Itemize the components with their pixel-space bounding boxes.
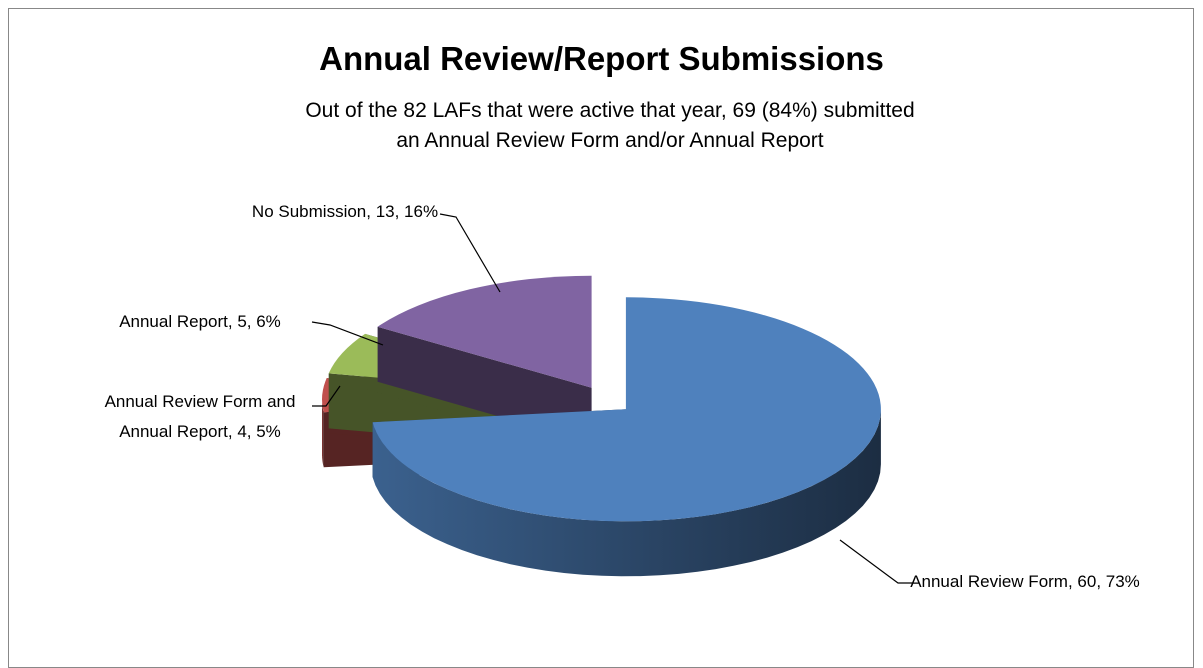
slice <box>377 275 592 388</box>
leader-lines <box>311 213 913 584</box>
leader-line <box>312 385 341 407</box>
data-label: Annual Review Form and Annual Report, 4,… <box>104 392 296 441</box>
pie <box>322 275 881 577</box>
data-label: Annual Review Form, 60, 73% <box>910 572 1140 591</box>
slice-side <box>322 399 324 468</box>
leader-line <box>311 321 384 346</box>
data-label: No Submission, 13, 16% <box>251 202 439 221</box>
slice <box>372 297 881 522</box>
slice-side <box>372 409 881 577</box>
leader-line <box>839 539 913 584</box>
data-label: Annual Report, 5, 6% <box>119 312 281 331</box>
chart-subtitle: Out of the 82 LAFs that were active that… <box>305 99 915 152</box>
chart-title: Annual Review/Report Submissions <box>319 40 884 77</box>
leader-line <box>439 213 501 293</box>
slice-side <box>377 326 592 443</box>
